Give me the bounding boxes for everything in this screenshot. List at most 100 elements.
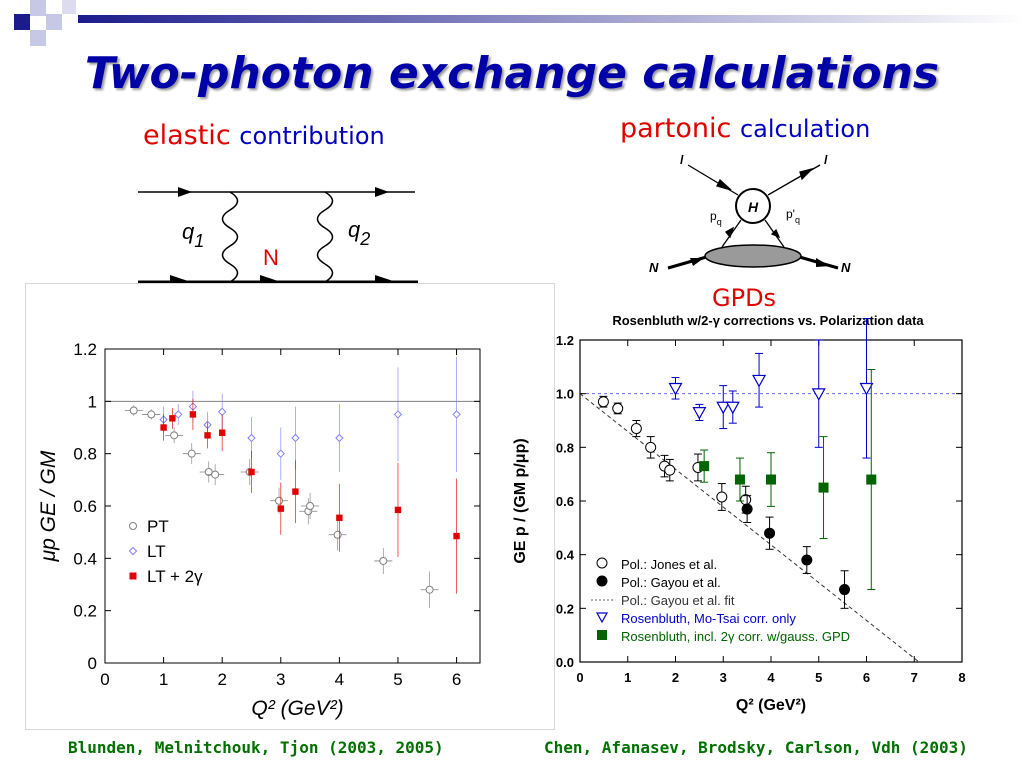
data-point	[859, 382, 874, 396]
legend-marker	[596, 575, 608, 587]
y-tick-label: 0.6	[556, 494, 574, 509]
y-tick-label: 0.8	[556, 440, 574, 455]
data-point	[699, 461, 710, 472]
data-point	[247, 433, 256, 443]
y-tick-label: 0.0	[556, 655, 574, 670]
data-point	[752, 374, 767, 388]
legend-label: LT + 2γ	[147, 567, 203, 586]
y-tick-label: 1.2	[73, 340, 97, 359]
legend-marker	[596, 557, 608, 569]
legend-marker	[128, 546, 138, 556]
y-axis-label: GE p / (GM p/μp)	[512, 438, 529, 563]
data-point	[393, 410, 403, 419]
x-tick-label: 2	[217, 670, 226, 689]
x-tick-label: 4	[767, 670, 775, 685]
y-tick-label: 0.2	[556, 601, 574, 616]
data-point	[425, 585, 434, 594]
lepton-line	[138, 187, 415, 197]
data-point	[452, 410, 461, 419]
chart-title: Rosenbluth w/2-γ corrections vs. Polariz…	[612, 313, 924, 328]
pq-prime-label: p'q	[786, 207, 800, 225]
right-chart: Rosenbluth w/2-γ corrections vs. Polariz…	[512, 313, 966, 714]
data-point	[292, 488, 299, 495]
data-point	[453, 532, 460, 540]
legend-label: Pol.: Jones et al.	[621, 557, 717, 572]
x-tick-label: 5	[393, 670, 402, 689]
data-point	[275, 496, 284, 505]
corner-decoration	[0, 0, 80, 60]
elastic-rest: contribution	[239, 122, 385, 150]
data-point	[811, 388, 826, 401]
data-point	[160, 424, 167, 431]
data-point	[379, 556, 388, 565]
x-tick-label: 7	[911, 670, 918, 685]
q1-label: q1	[182, 219, 204, 251]
data-point	[174, 410, 183, 419]
data-point	[187, 449, 196, 458]
data-point	[276, 449, 285, 458]
legend-marker	[129, 572, 137, 580]
left-chart-frame	[25, 283, 555, 730]
x-tick-label: 4	[335, 670, 344, 689]
quark-lines	[721, 219, 785, 248]
x-tick-label: 6	[452, 670, 461, 689]
series-1	[741, 495, 851, 609]
data-point	[306, 502, 315, 510]
data-point	[335, 433, 344, 443]
data-point	[277, 505, 284, 512]
data-point	[716, 491, 728, 503]
elastic-header: elastic contribution	[143, 120, 385, 151]
gpds-label: GPDs	[712, 284, 777, 312]
data-point	[766, 474, 776, 485]
series-2	[668, 318, 874, 459]
data-point	[664, 464, 676, 476]
y-tick-label: 1.0	[556, 387, 574, 402]
series-3	[699, 369, 877, 591]
lepton-lines	[687, 164, 821, 196]
y-tick-label: 0	[88, 654, 97, 673]
data-point	[336, 514, 343, 521]
l-out-label: l	[824, 153, 828, 167]
partonic-word: partonic	[620, 113, 732, 144]
y-tick-label: 0.2	[73, 602, 97, 621]
data-point	[129, 406, 138, 415]
data-point	[866, 474, 877, 485]
data-point	[740, 494, 752, 506]
data-point	[839, 584, 851, 596]
data-point	[645, 441, 657, 453]
x-axis-label: Q² (GeV²)	[736, 697, 806, 714]
series-0	[124, 405, 439, 609]
x-tick-label: 0	[100, 670, 109, 689]
l-in-label: l	[680, 153, 684, 167]
deco-square	[30, 0, 46, 16]
legend-label: Pol.: Gayou et al. fit	[621, 593, 735, 608]
deco-square	[14, 14, 30, 30]
left-chart: 0 1 2 3 4 5 6 0 0.2 0.4 0.6 0.8 1 1.2 Q² (GeV²) μp GE /…	[25, 283, 555, 730]
x-tick-label: 1	[624, 670, 631, 685]
n-label: N	[263, 245, 279, 270]
partonic-rest: calculation	[739, 115, 871, 143]
x-tick-label: 2	[672, 670, 679, 685]
data-point	[764, 527, 776, 539]
y-tick-label: 0.6	[73, 497, 97, 516]
series-2	[160, 398, 460, 594]
pq-label: pq	[710, 209, 722, 227]
nucleon-lines	[667, 254, 839, 270]
x-tick-label: 0	[576, 670, 583, 685]
x-tick-label: 8	[958, 670, 965, 685]
data-point	[597, 396, 609, 408]
partonic-header: partonic calculation	[620, 113, 870, 144]
fit-line	[579, 393, 920, 663]
data-point	[692, 407, 707, 420]
data-point	[204, 432, 211, 439]
legend-label: Pol.: Gayou et al.	[621, 575, 721, 590]
data-point	[818, 482, 829, 493]
data-point	[211, 470, 220, 479]
legend: PT LT LT + 2γ	[128, 517, 203, 586]
data-point	[170, 431, 179, 440]
legend-label: Rosenbluth, Mo-Tsai corr. only	[621, 611, 796, 626]
deco-square	[46, 14, 62, 30]
deco-square	[30, 30, 46, 46]
photon-2	[316, 191, 334, 283]
legend: Pol.: Jones et al. Pol.: Gayou et al. Pol.…	[591, 557, 850, 644]
